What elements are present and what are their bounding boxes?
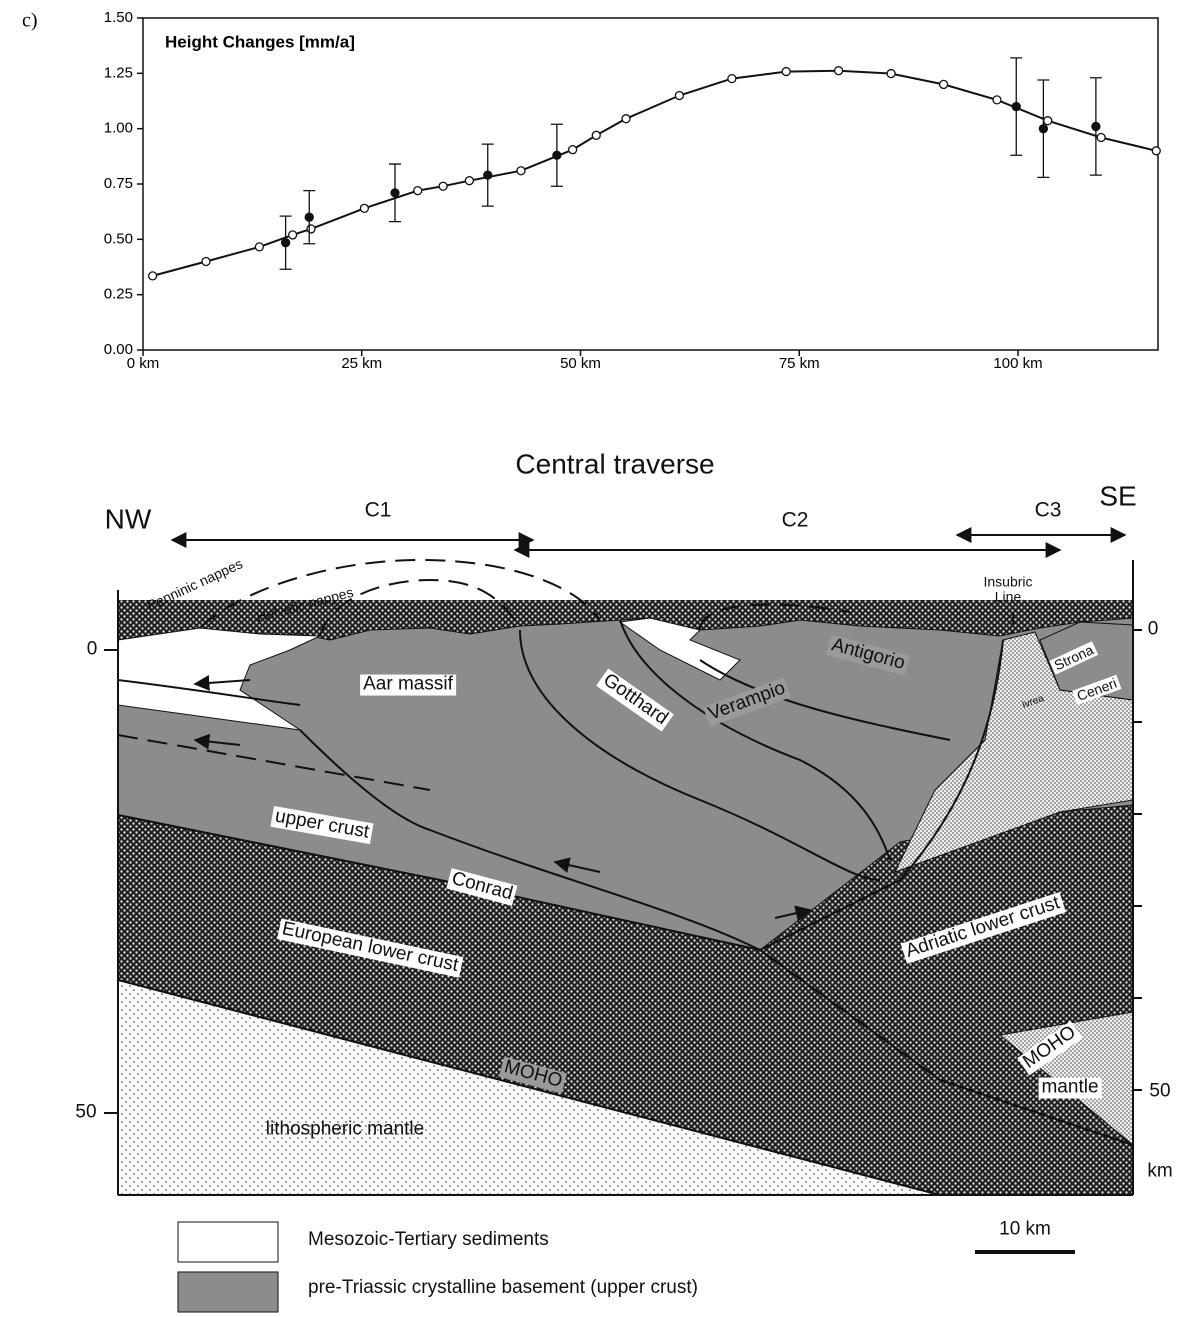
- point: [516, 166, 526, 176]
- thrust: [519, 629, 881, 881]
- depth-ticks-right: [1133, 629, 1142, 1091]
- section-title: Central traverse: [515, 448, 715, 480]
- unit-label: lithospheric mantle: [265, 1118, 425, 1140]
- point: [390, 188, 400, 198]
- segment-label: C1: [364, 498, 392, 522]
- dashed-line: [117, 734, 431, 791]
- y-tick-label: 0.50: [104, 230, 133, 247]
- point: [1011, 101, 1021, 112]
- point: [483, 170, 493, 180]
- x-tick-label: 50 km: [560, 355, 601, 372]
- point: [552, 150, 562, 160]
- point: [674, 90, 685, 101]
- point: [1096, 132, 1106, 143]
- unit-label: Aar massif: [360, 674, 456, 696]
- unit-label: Insubric Line: [983, 573, 1033, 605]
- plot-frame: [142, 17, 1159, 351]
- point: [591, 130, 601, 140]
- thrust: [699, 659, 951, 741]
- thrust: [299, 729, 761, 951]
- depth-label: 50: [1149, 1080, 1171, 1102]
- dashed-line: [699, 603, 851, 631]
- point: [1038, 124, 1049, 134]
- point: [280, 238, 291, 248]
- x-tick-label: 75 km: [779, 355, 820, 372]
- y-tick-label: 0.75: [104, 175, 133, 192]
- point: [1151, 146, 1161, 156]
- y-tick-label: 1.25: [104, 64, 133, 81]
- unit-label: mantle: [1038, 1077, 1102, 1099]
- point: [359, 203, 370, 213]
- depth-label: 0: [1147, 618, 1159, 640]
- point: [287, 230, 298, 240]
- dashed-line: [319, 578, 516, 637]
- x-tick-label: 25 km: [341, 355, 382, 372]
- depth-unit: km: [1147, 1160, 1173, 1182]
- end-label: SE: [1099, 480, 1137, 512]
- depth-label: 50: [75, 1101, 97, 1123]
- point: [992, 95, 1002, 105]
- end-label: NW: [104, 503, 152, 535]
- legend-label: Mesozoic-Tertiary sediments: [308, 1229, 549, 1250]
- moho-line: [117, 979, 941, 1196]
- sediments: [117, 627, 321, 731]
- x-tick-label: 0 km: [127, 355, 160, 372]
- point: [464, 176, 475, 186]
- point: [306, 224, 316, 234]
- point: [1091, 121, 1101, 132]
- thrust: [117, 679, 301, 706]
- y-tick-label: 0.25: [104, 286, 133, 303]
- depth-label: 0: [86, 638, 98, 660]
- conrad-line: [117, 814, 761, 951]
- sediments: [618, 617, 741, 681]
- structure-lines: [117, 558, 1134, 1196]
- point: [833, 66, 844, 76]
- traverse-arrows: [170, 527, 1127, 558]
- point: [621, 114, 631, 124]
- point: [727, 73, 737, 84]
- point: [567, 145, 578, 155]
- chart-title: Height Changes [mm/a]: [165, 32, 355, 51]
- moho-line: [759, 949, 1134, 1146]
- point: [413, 185, 423, 196]
- arrow: [553, 857, 601, 873]
- line: [152, 69, 1157, 277]
- panel-label: c): [22, 10, 38, 32]
- legend-label: pre-Triassic crystalline basement (upper…: [308, 1277, 698, 1298]
- upper-crust: [117, 617, 1134, 951]
- arrow: [774, 905, 812, 922]
- scale-label: 10 km: [999, 1218, 1051, 1240]
- point: [201, 256, 211, 267]
- y-tick-label: 1.50: [104, 9, 133, 26]
- point: [438, 181, 448, 191]
- y-tick-label: 1.00: [104, 120, 133, 137]
- point: [1043, 116, 1053, 126]
- x-tick-label: 100 km: [993, 355, 1042, 372]
- point: [886, 68, 896, 79]
- legend-swatch: [177, 1221, 279, 1263]
- thrust: [619, 619, 891, 861]
- point: [938, 79, 949, 90]
- point: [254, 242, 265, 252]
- legend-swatch: [177, 1271, 279, 1313]
- segment-label: C2: [781, 508, 809, 532]
- y-tick-label: 0.00: [104, 341, 133, 358]
- insubric-line: [759, 639, 1004, 951]
- segment-label: C3: [1034, 498, 1062, 522]
- point: [781, 66, 791, 77]
- point: [147, 271, 158, 281]
- arrow: [193, 674, 251, 691]
- point: [304, 212, 314, 222]
- arrow: [193, 733, 241, 750]
- plot-area: 0.00 0.25 0.50 0.75 1.00 1.25 1.50 0 km 25 km 50 …: [104, 9, 1161, 372]
